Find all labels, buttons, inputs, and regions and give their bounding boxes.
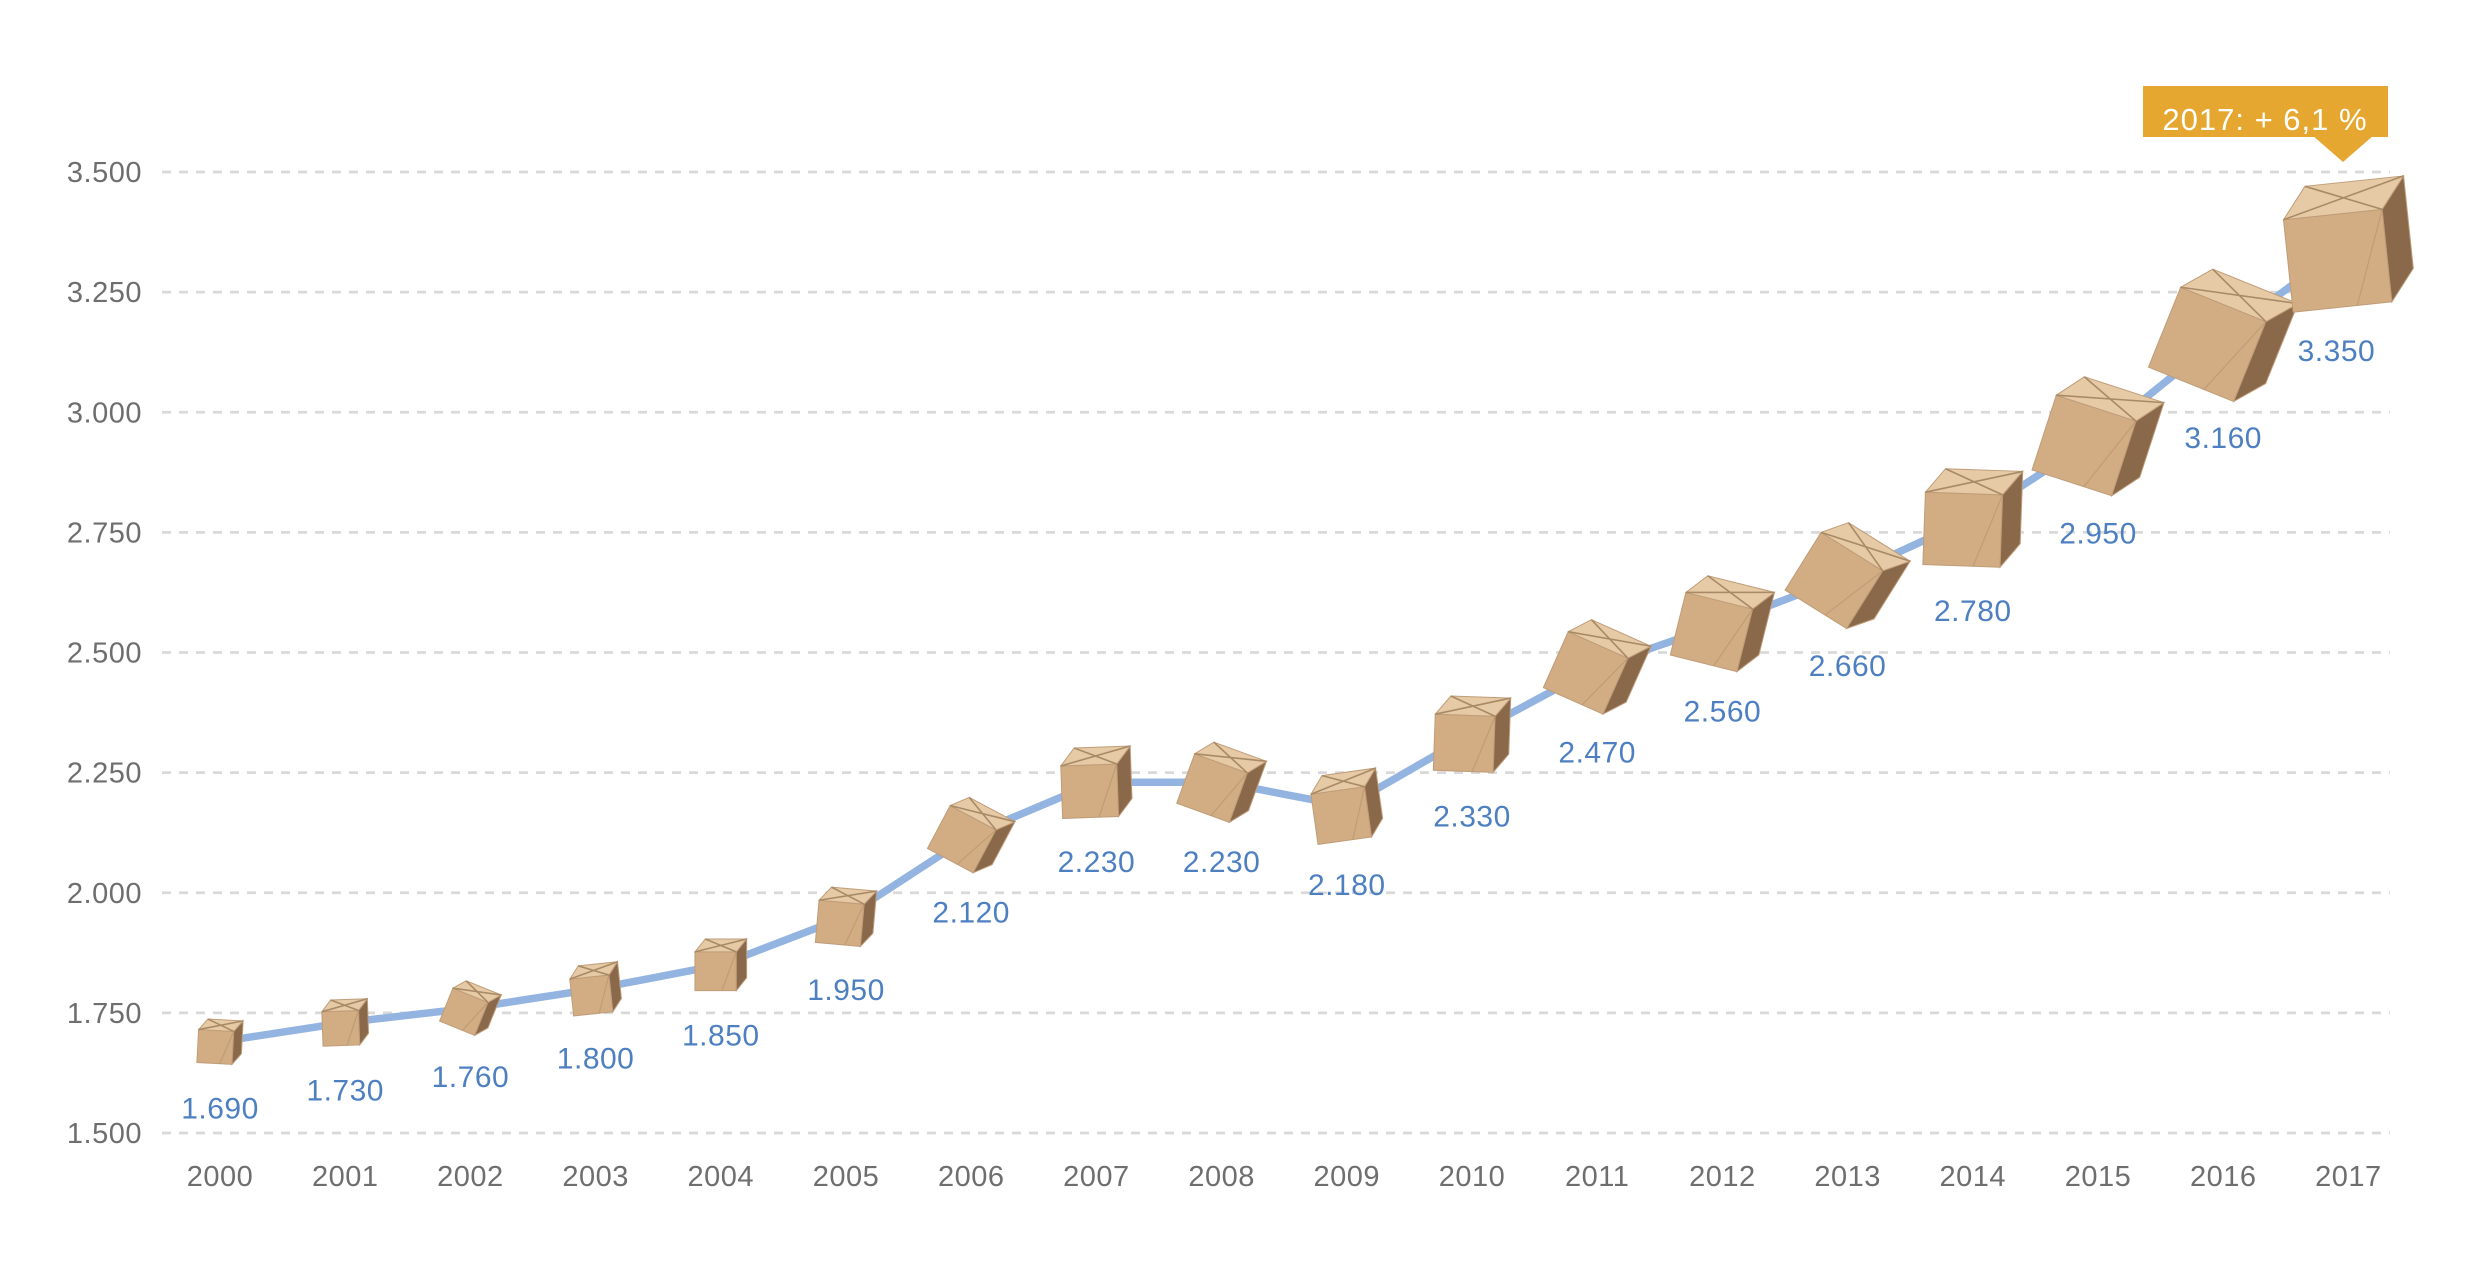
value-labels: 1.690 1.730 1.760 1.800 1.850 1.950 2.120 2.230…: [181, 335, 2376, 1126]
x-axis-tick-label: 2003: [562, 1161, 629, 1193]
x-axis-tick-label: 2015: [2065, 1161, 2132, 1193]
cardboard-box-icon: [1669, 575, 1776, 673]
y-axis-tick-label: 2.500: [67, 638, 142, 670]
value-label: 1.730: [306, 1074, 384, 1107]
value-label: 2.230: [1058, 846, 1136, 879]
annotation-badge-text: 2017: + 6,1 %: [2162, 102, 2367, 137]
cardboard-box-icon: [926, 796, 1017, 874]
annotation-badge-pointer: [2312, 135, 2374, 162]
value-label: 1.760: [432, 1061, 510, 1094]
value-label: 2.560: [1684, 696, 1762, 729]
trend-line: [216, 240, 2353, 1046]
x-axis-tick-label: 2009: [1314, 1161, 1381, 1193]
y-axis-tick-label: 3.000: [67, 397, 142, 429]
cardboard-box-icon: [438, 980, 503, 1037]
value-label: 2.180: [1308, 869, 1386, 902]
cardboard-box-icon: [1176, 741, 1268, 824]
annotation-badge-background: [2143, 86, 2388, 137]
trend-line-path: [216, 240, 2353, 1046]
y-axis-tick-labels: 1.500 1.750 2.000 2.250 2.500 2.750 3.000 3.250…: [67, 157, 142, 1150]
value-label: 1.690: [181, 1093, 259, 1126]
value-label: 1.800: [557, 1043, 635, 1076]
cardboard-box-icon: [1059, 744, 1133, 819]
value-label: 2.470: [1558, 737, 1636, 770]
annotation-badge: 2017: + 6,1 %: [2143, 86, 2388, 162]
value-label: 2.950: [2059, 518, 2137, 551]
y-axis-tick-label: 1.500: [67, 1118, 142, 1150]
y-axis-tick-label: 3.250: [67, 277, 142, 309]
value-label: 2.120: [932, 896, 1010, 929]
cardboard-box-icon: [568, 960, 622, 1017]
value-label: 3.160: [2184, 422, 2262, 455]
cardboard-box-icon: [1922, 467, 2024, 569]
y-axis-tick-label: 2.250: [67, 758, 142, 790]
y-axis-tick-label: 1.750: [67, 998, 142, 1030]
cardboard-box-icon: [1784, 522, 1912, 630]
x-axis-tick-label: 2011: [1565, 1161, 1629, 1193]
value-label: 1.950: [807, 974, 885, 1007]
x-axis-tick-label: 2000: [187, 1161, 254, 1193]
x-axis-tick-label: 2014: [1940, 1161, 2007, 1193]
cardboard-box-icon: [814, 886, 878, 948]
x-axis-tick-label: 2002: [437, 1161, 504, 1193]
x-axis-tick-label: 2012: [1689, 1161, 1756, 1193]
x-axis-tick-label: 2010: [1439, 1161, 1506, 1193]
cardboard-box-icon: [196, 1018, 245, 1066]
cardboard-box-icon: [2031, 376, 2166, 497]
cardboard-box-icon: [693, 937, 748, 993]
x-axis-tick-label: 2013: [1814, 1161, 1881, 1193]
value-label: 2.660: [1809, 650, 1887, 683]
gridlines: [162, 170, 2390, 1135]
x-axis-tick-label: 2001: [312, 1161, 379, 1193]
cardboard-box-icon: [2147, 268, 2300, 403]
x-axis-tick-label: 2016: [2190, 1161, 2257, 1193]
value-label: 2.230: [1183, 846, 1261, 879]
cardboard-box-icon: [320, 997, 370, 1047]
y-axis-tick-label: 2.750: [67, 517, 142, 549]
cardboard-box-icon: [1310, 766, 1384, 846]
x-axis-tick-label: 2007: [1063, 1161, 1130, 1193]
x-axis-tick-label: 2006: [938, 1161, 1005, 1193]
x-axis-tick-label: 2017: [2315, 1161, 2382, 1193]
value-label: 2.780: [1934, 595, 2012, 628]
cardboard-box-icon: [1432, 695, 1512, 774]
data-point-markers: [196, 174, 2414, 1066]
cardboard-box-icon: [2282, 174, 2414, 313]
x-axis-tick-label: 2004: [688, 1161, 755, 1193]
value-label: 3.350: [2298, 335, 2376, 368]
cardboard-box-icon: [1542, 619, 1653, 716]
value-label: 2.330: [1433, 801, 1511, 834]
y-axis-tick-label: 2.000: [67, 878, 142, 910]
x-axis-tick-label: 2008: [1188, 1161, 1255, 1193]
y-axis-tick-label: 3.500: [67, 157, 142, 189]
x-axis-tick-labels: 2000 2001 2002 2003 2004 2005 2006 2007 2008 2009…: [187, 1161, 2382, 1193]
x-axis-tick-label: 2005: [813, 1161, 880, 1193]
value-label: 1.850: [682, 1020, 760, 1053]
